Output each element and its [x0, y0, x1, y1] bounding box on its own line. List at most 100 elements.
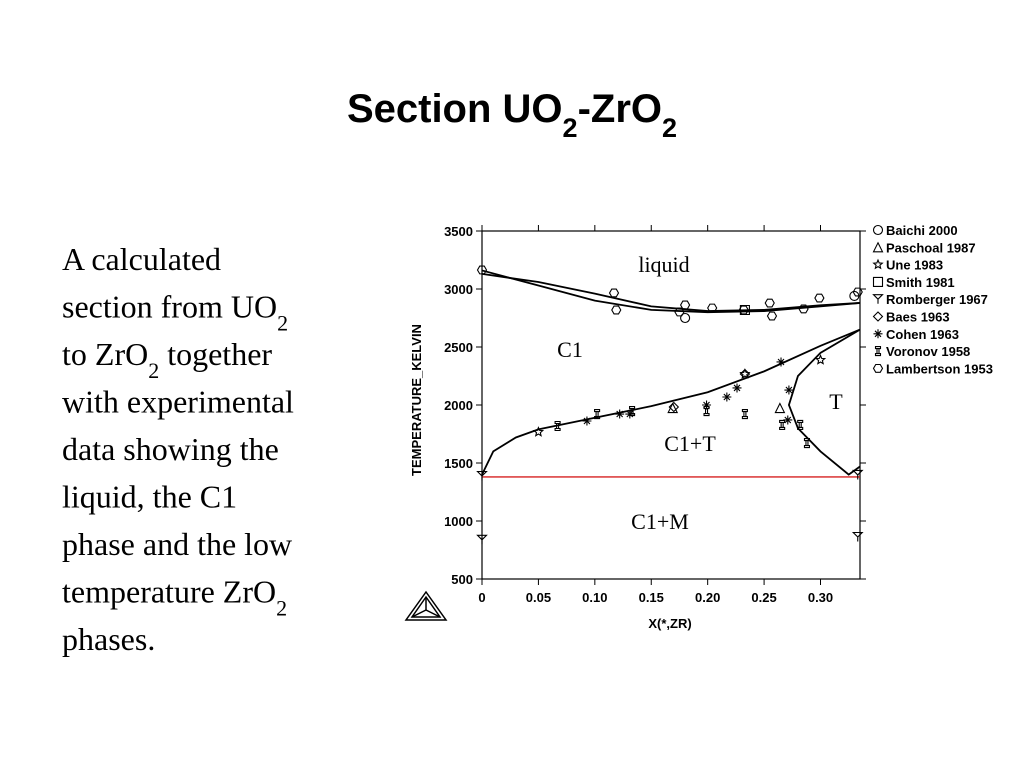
data-point	[629, 405, 636, 417]
text-segment: to ZrO	[62, 336, 148, 372]
data-point	[784, 385, 794, 395]
legend-label: Lambertson 1953	[886, 361, 993, 376]
text-segment: liquid, the C1	[62, 479, 237, 515]
phase-boundary	[481, 273, 861, 312]
body-line: temperature ZrO2	[62, 574, 287, 621]
legend-label: Voronov 1958	[886, 344, 970, 359]
x-axis-label: X(*,ZR)	[648, 616, 691, 631]
body-line: data showing the	[62, 431, 279, 467]
legend-marker	[872, 311, 884, 322]
subscript: 2	[148, 358, 159, 383]
data-point	[702, 400, 712, 410]
y-tick-label: 3000	[444, 282, 473, 297]
body-line: A calculated	[62, 241, 221, 277]
legend-label: Une 1983	[886, 258, 943, 273]
y-tick-label: 2500	[444, 340, 473, 355]
legend-marker	[872, 224, 884, 236]
data-point	[741, 408, 748, 420]
text-segment: with experimental	[62, 384, 294, 420]
data-point	[739, 368, 751, 380]
data-point	[703, 405, 710, 417]
x-tick-label: 0.10	[582, 590, 607, 605]
region-label: C1+M	[631, 509, 689, 534]
subscript: 2	[277, 310, 288, 335]
text-segment: phase and the low	[62, 526, 292, 562]
phase-boundary	[481, 269, 861, 314]
data-point	[814, 293, 825, 303]
data-point	[722, 392, 732, 402]
x-tick-label: 0.15	[639, 590, 664, 605]
region-label: C1	[557, 337, 583, 362]
legend-label: Baichi 2000	[886, 223, 958, 238]
y-axis-label: TEMPERATURE_KELVIN	[409, 324, 424, 476]
y-tick-label: 500	[451, 572, 473, 587]
data-point	[783, 415, 793, 425]
phase-boundary	[481, 328, 861, 475]
data-point	[615, 409, 625, 419]
data-point	[674, 307, 685, 317]
subscript: 2	[563, 113, 578, 143]
data-point	[803, 437, 811, 449]
x-tick-label: 0.20	[695, 590, 720, 605]
data-point	[476, 265, 488, 275]
y-tick-label: 3500	[444, 224, 473, 239]
text-segment: temperature ZrO	[62, 574, 276, 610]
legend-marker	[873, 329, 883, 339]
region-label: liquid	[638, 252, 689, 277]
subscript: 2	[662, 113, 677, 143]
body-line: liquid, the C1	[62, 479, 237, 515]
logo	[404, 590, 448, 621]
body-line: section from UO2	[62, 289, 288, 336]
data-point	[774, 402, 786, 414]
data-point	[732, 383, 742, 393]
data-point	[798, 304, 809, 314]
legend-label: Cohen 1963	[886, 327, 959, 342]
data-point	[608, 288, 620, 298]
body-line: phase and the low	[62, 526, 292, 562]
legend-marker	[872, 294, 884, 304]
legend-marker	[872, 241, 884, 253]
legend-label: Paschoal 1987	[886, 240, 976, 255]
text-segment: together	[159, 336, 272, 372]
y-tick-label: 1500	[444, 456, 473, 471]
data-point	[611, 305, 622, 315]
text-segment: phases.	[62, 621, 155, 657]
text-segment: data showing the	[62, 431, 279, 467]
data-point	[476, 470, 488, 481]
data-point	[779, 419, 786, 431]
x-tick-label: 0.30	[808, 590, 833, 605]
x-tick-label: 0	[478, 590, 485, 605]
region-label: T	[829, 389, 843, 414]
body-line: to ZrO2 together	[62, 336, 272, 383]
data-point	[764, 298, 775, 308]
y-tick-label: 2000	[444, 398, 473, 413]
text-segment: section from UO	[62, 289, 277, 325]
legend-label: Smith 1981	[886, 275, 955, 290]
x-tick-label: 0.05	[526, 590, 551, 605]
phase-boundary	[787, 328, 861, 476]
data-point	[851, 469, 864, 480]
legend-marker	[872, 363, 884, 373]
data-point	[668, 401, 680, 413]
data-point	[797, 419, 804, 431]
legend-marker	[874, 346, 882, 357]
data-point	[766, 311, 778, 321]
text-segment: A calculated	[62, 241, 221, 277]
data-point	[554, 420, 561, 432]
body-line: with experimental	[62, 384, 294, 420]
data-point	[476, 534, 488, 545]
text-segment: -ZrO	[578, 87, 662, 131]
data-point	[738, 305, 749, 315]
data-point	[852, 287, 863, 297]
data-point	[707, 303, 718, 313]
y-tick-label: 1000	[444, 514, 473, 529]
text-segment: Section UO	[347, 87, 563, 131]
legend-marker	[872, 258, 884, 270]
data-point	[532, 426, 545, 437]
legend-label: Romberger 1967	[886, 292, 988, 307]
data-point	[582, 416, 592, 426]
body-line: phases.	[62, 621, 155, 657]
subscript: 2	[276, 595, 287, 620]
